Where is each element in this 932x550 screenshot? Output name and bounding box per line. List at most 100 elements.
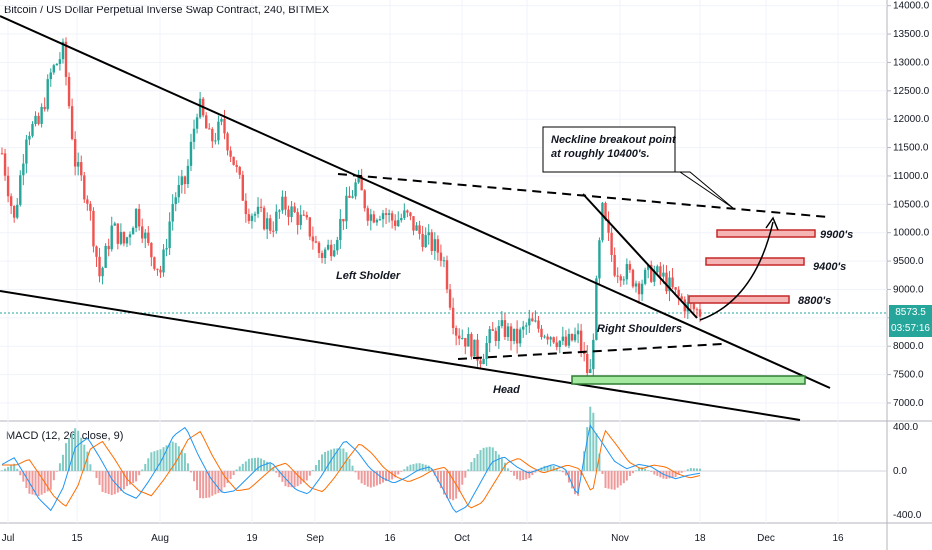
candle-body: [659, 266, 662, 277]
macd-hist-bar: [144, 463, 147, 471]
candle-body: [665, 272, 668, 292]
candle-body: [223, 119, 226, 134]
candle-body: [217, 121, 220, 141]
macd-hist-bar: [577, 471, 580, 496]
macd-hist-bar: [86, 451, 89, 471]
target-label-9900: 9900's: [820, 229, 853, 241]
candle-body: [144, 232, 147, 239]
macd-hist-bar: [634, 470, 637, 471]
macd-title: MACD (12, 26, close, 9): [6, 430, 124, 442]
y-tick-label: 11500.0: [893, 143, 929, 154]
macd-hist-bar: [180, 449, 183, 471]
x-tick-label: 19: [246, 533, 258, 544]
candle-body: [531, 318, 534, 322]
macd-hist-bar: [446, 471, 449, 499]
callout-text-1: Neckline breakout point: [551, 134, 677, 146]
candle-body: [543, 336, 546, 338]
candle-body: [692, 303, 696, 310]
candle-body: [512, 328, 516, 342]
candle-body: [509, 326, 513, 342]
macd-hist-bar: [382, 471, 385, 483]
candle-body: [442, 260, 446, 262]
candle-body: [421, 233, 424, 248]
candle-body: [573, 334, 577, 341]
macd-hist-bar: [522, 471, 525, 480]
macd-hist-bar: [4, 468, 7, 471]
candle-body: [485, 343, 488, 359]
candle-body: [61, 41, 65, 60]
macd-hist-bar: [656, 471, 659, 476]
macd-hist-bar: [366, 471, 369, 487]
macd-hist-bar: [500, 458, 503, 471]
candle-body: [445, 260, 449, 290]
overlays: Neckline breakout point at roughly 10400'…: [0, 15, 853, 421]
candle-body: [70, 106, 74, 140]
candle-body: [515, 328, 519, 344]
candle-body: [592, 339, 595, 370]
candles: [0, 37, 702, 381]
callout-box: [542, 126, 734, 209]
macd-hist-bar: [622, 471, 625, 484]
projection-arrow-head: [765, 216, 779, 231]
y-tick-label: 10500.0: [893, 199, 930, 210]
macd-hist-bar: [1, 470, 3, 471]
y-tick-label: 8000.0: [893, 341, 924, 352]
macd-hist-bar: [266, 461, 269, 471]
macd-hist-bar: [574, 471, 577, 495]
macd-hist-bar: [177, 446, 180, 471]
macd-hist-bar: [442, 471, 445, 495]
x-tick-label: Aug: [151, 533, 169, 544]
candle-body: [598, 240, 601, 279]
macd-hist-bar: [412, 464, 415, 471]
candle-body: [128, 234, 132, 238]
candle-body: [528, 318, 531, 326]
neckline-dashed: [337, 173, 829, 218]
x-tick-label: 15: [71, 533, 83, 544]
candle-body: [546, 336, 549, 340]
macd-hist-bar: [16, 468, 19, 471]
candle-body: [31, 124, 34, 136]
macd-hist-bar: [196, 471, 199, 491]
x-tick-label: Dec: [757, 533, 775, 544]
macd-hist-bar: [247, 458, 250, 471]
candle-body: [28, 135, 31, 140]
candle-body: [461, 338, 464, 340]
macd-hist-bar: [427, 465, 430, 471]
candle-body: [235, 164, 238, 167]
macd-hist-bar: [351, 465, 354, 471]
candle-body: [631, 269, 635, 287]
countdown-tag: 03:57:16: [889, 321, 932, 337]
candle-body: [354, 182, 357, 197]
macd-hist-bar: [503, 462, 506, 471]
candle-body: [116, 223, 120, 244]
macd-hist-bar: [10, 465, 13, 471]
macd-hist-bar: [183, 453, 186, 471]
macd-hist-bar: [430, 468, 433, 471]
candle-body: [326, 244, 330, 250]
macd-hist-bar: [439, 471, 442, 489]
macd-hist-bar: [214, 471, 217, 495]
candle-body: [595, 278, 598, 340]
candle-body: [180, 176, 184, 186]
signal-line: [2, 429, 701, 509]
candle-body: [643, 269, 647, 284]
candle-body: [290, 206, 293, 217]
candle-body: [89, 203, 92, 211]
macd-hist-bar: [74, 428, 77, 471]
candle-body: [698, 309, 702, 317]
candle-body: [19, 175, 22, 205]
candle-body: [192, 128, 196, 142]
candle-body: [397, 220, 400, 227]
macd-hist-bar: [257, 457, 260, 471]
candle-body: [25, 139, 28, 164]
x-tick-label: 14: [521, 533, 533, 544]
candle-body: [534, 320, 537, 322]
macd-hist-bar: [211, 471, 214, 496]
macd-hist-bar: [260, 458, 263, 471]
candle-body: [275, 211, 278, 231]
macd-hist-bar: [132, 471, 135, 483]
macd-hist-bar: [37, 471, 40, 497]
macd-hist-bar: [220, 471, 223, 492]
macd-hist-bar: [613, 471, 616, 490]
